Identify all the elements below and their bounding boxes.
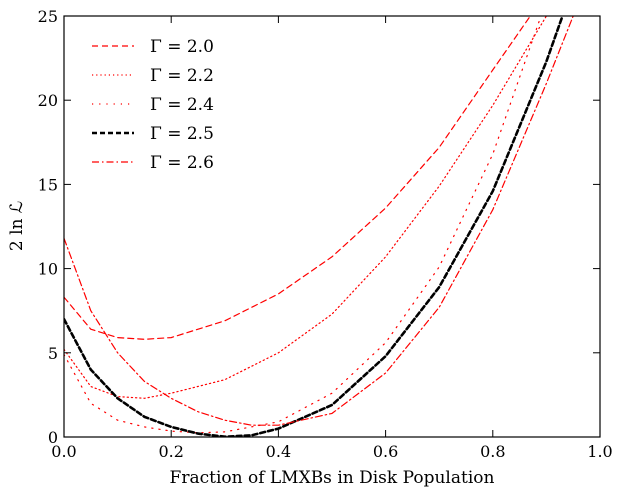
- series-line-1: [64, 16, 548, 399]
- y-tick-label: 10: [38, 260, 58, 279]
- y-tick-label: 5: [48, 344, 58, 363]
- x-axis-label: Fraction of LMXBs in Disk Population: [170, 468, 495, 488]
- legend-label-1: Γ = 2.2: [150, 66, 214, 86]
- legend-label-4: Γ = 2.6: [150, 153, 214, 173]
- x-tick-label: 0.0: [51, 442, 76, 461]
- series-line-4: [64, 16, 574, 426]
- y-tick-label: 20: [38, 91, 58, 110]
- x-tick-label: 1.0: [587, 442, 612, 461]
- y-tick-label: 25: [38, 7, 58, 26]
- x-tick-label: 0.4: [266, 442, 291, 461]
- curves: [64, 16, 574, 437]
- y-axis-label: 2 ln ℒ: [7, 201, 27, 251]
- legend-label-2: Γ = 2.4: [150, 95, 214, 115]
- x-tick-label: 0.8: [480, 442, 505, 461]
- x-tick-label: 0.2: [158, 442, 183, 461]
- ticks: 0.0 0.2 0.4 0.6 0.8 1.0 0 5 10 15 20 25: [38, 7, 613, 461]
- y-tick-label: 15: [38, 175, 58, 194]
- series-line-2: [64, 16, 542, 434]
- series-line-0: [64, 16, 531, 340]
- legend: Γ = 2.0 Γ = 2.2 Γ = 2.4 Γ = 2.5 Γ = 2.6: [92, 37, 214, 173]
- plot-frame: [63, 15, 601, 438]
- legend-label-0: Γ = 2.0: [150, 37, 214, 57]
- series-line-3: [64, 16, 564, 437]
- x-tick-label: 0.6: [373, 442, 398, 461]
- legend-label-3: Γ = 2.5: [150, 124, 214, 144]
- y-tick-label: 0: [48, 428, 58, 447]
